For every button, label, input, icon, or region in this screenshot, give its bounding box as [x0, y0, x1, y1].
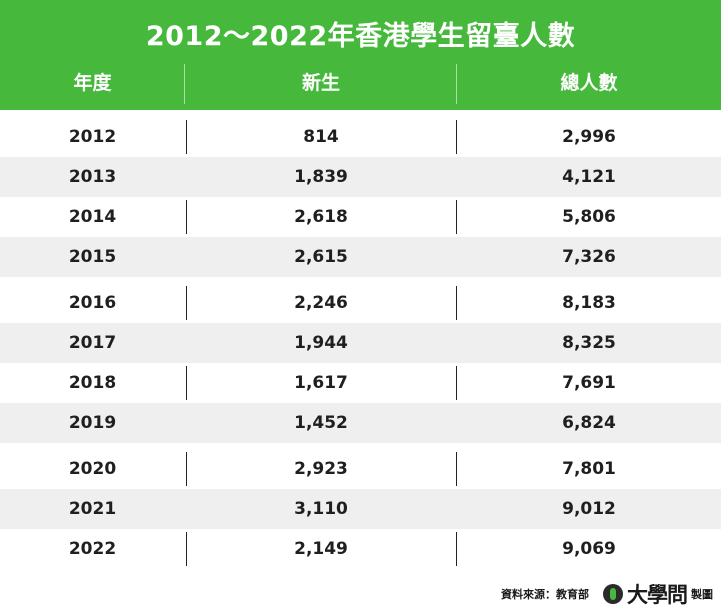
new-students-cell: 1,839 [185, 157, 457, 197]
table-row: 2021 3,110 9,012 [0, 489, 721, 529]
new-students-cell: 2,615 [185, 237, 457, 277]
table-row: 2019 1,452 6,824 [0, 403, 721, 443]
new-students-cell: 2,923 [185, 449, 457, 489]
total-cell: 9,069 [457, 529, 721, 569]
total-cell: 7,691 [457, 363, 721, 403]
year-cell: 2015 [0, 237, 185, 277]
table-row: 2015 2,615 7,326 [0, 237, 721, 277]
made-by-text: 製圖 [691, 586, 713, 602]
year-cell: 2014 [0, 197, 185, 237]
year-cell: 2012 [0, 117, 185, 157]
new-students-cell: 1,617 [185, 363, 457, 403]
page-title: 2012～2022年香港學生留臺人數 [0, 14, 721, 53]
year-cell: 2017 [0, 323, 185, 363]
new-students-cell: 3,110 [185, 489, 457, 529]
new-students-cell: 2,246 [185, 283, 457, 323]
table-row: 2014 2,618 5,806 [0, 197, 721, 237]
column-header-total: 總人數 [457, 68, 721, 98]
table-row: 2022 2,149 9,069 [0, 529, 721, 569]
table-row: 2013 1,839 4,121 [0, 157, 721, 197]
new-students-cell: 2,618 [185, 197, 457, 237]
year-cell: 2022 [0, 529, 185, 569]
total-cell: 7,801 [457, 449, 721, 489]
brand-name: 大學問 [627, 579, 687, 609]
total-cell: 6,824 [457, 403, 721, 443]
data-table: 2012 814 2,996 2013 1,839 4,121 2014 2,6… [0, 117, 721, 569]
year-cell: 2016 [0, 283, 185, 323]
new-students-cell: 1,452 [185, 403, 457, 443]
total-cell: 5,806 [457, 197, 721, 237]
table-row: 2018 1,617 7,691 [0, 363, 721, 403]
total-cell: 9,012 [457, 489, 721, 529]
brand-logo-icon [603, 584, 623, 604]
column-header-year: 年度 [0, 68, 185, 98]
total-cell: 2,996 [457, 117, 721, 157]
footer-credit: 資料來源：教育部 大學問 製圖 [501, 582, 713, 606]
year-cell: 2013 [0, 157, 185, 197]
new-students-cell: 1,944 [185, 323, 457, 363]
table-row: 2017 1,944 8,325 [0, 323, 721, 363]
total-cell: 7,326 [457, 237, 721, 277]
new-students-cell: 814 [185, 117, 457, 157]
year-cell: 2020 [0, 449, 185, 489]
year-cell: 2021 [0, 489, 185, 529]
total-cell: 8,183 [457, 283, 721, 323]
total-cell: 4,121 [457, 157, 721, 197]
column-header-new-students: 新生 [185, 68, 457, 98]
table-row: 2020 2,923 7,801 [0, 449, 721, 489]
total-cell: 8,325 [457, 323, 721, 363]
new-students-cell: 2,149 [185, 529, 457, 569]
table-row: 2012 814 2,996 [0, 117, 721, 157]
table-row: 2016 2,246 8,183 [0, 283, 721, 323]
table-header: 2012～2022年香港學生留臺人數 年度 新生 總人數 [0, 0, 721, 110]
source-text: 資料來源：教育部 [501, 586, 589, 602]
year-cell: 2018 [0, 363, 185, 403]
year-cell: 2019 [0, 403, 185, 443]
